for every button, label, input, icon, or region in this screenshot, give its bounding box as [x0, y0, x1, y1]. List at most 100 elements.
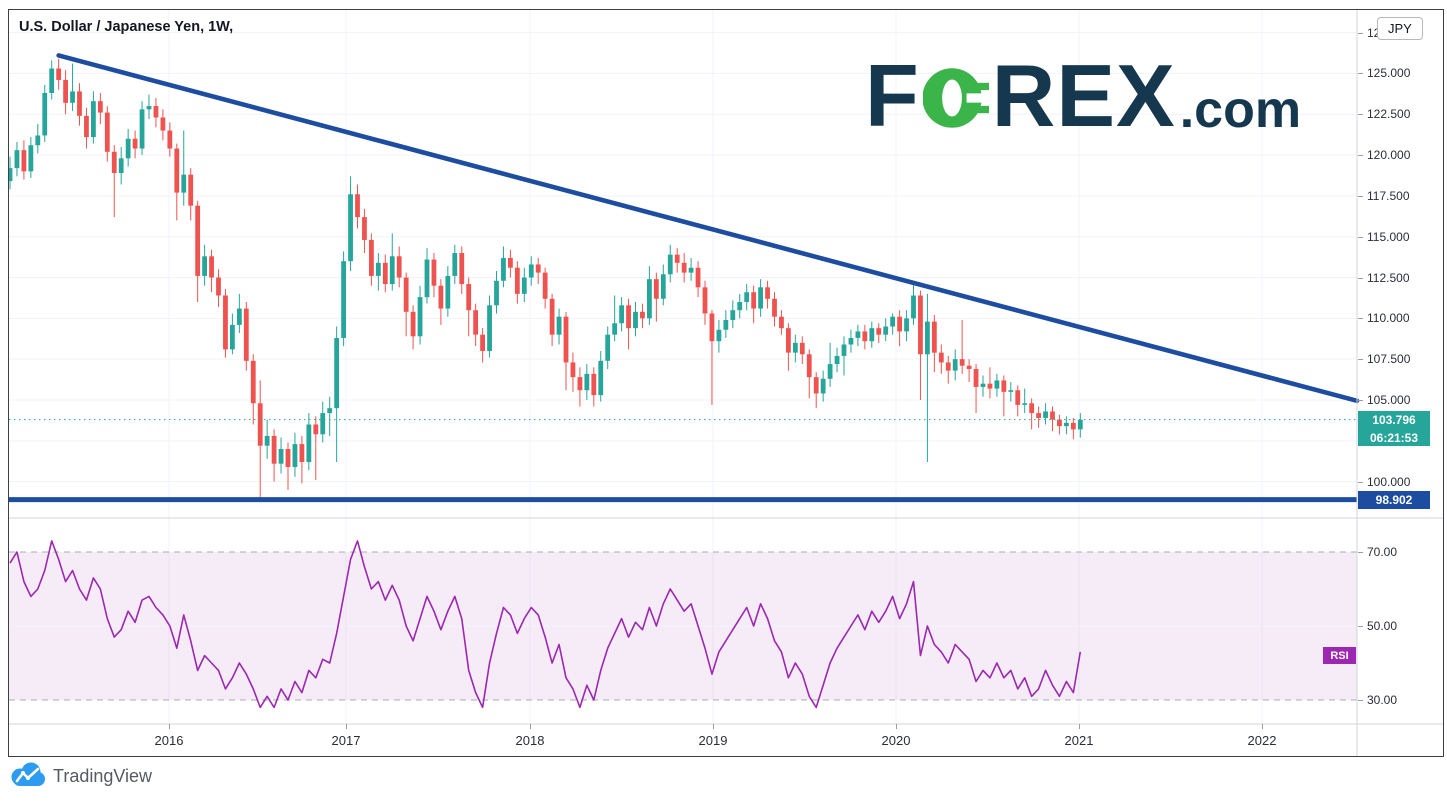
candle-body [362, 217, 367, 240]
candle-body [264, 435, 270, 446]
year-label: 2019 [698, 733, 728, 748]
rsi-tick-mark [1358, 552, 1363, 553]
time-axis[interactable]: 2016 2017 2018 2019 2020 2021 2022 [9, 724, 1443, 755]
candle-body [660, 274, 666, 299]
candle-body [855, 331, 861, 338]
candle-body [487, 305, 492, 352]
candle-body [890, 316, 896, 327]
candle-body [202, 256, 207, 276]
rsi-line [9, 540, 1082, 709]
candle-body [473, 310, 479, 335]
candle-body [250, 360, 256, 404]
rsi-tick-label: 30.00 [1367, 693, 1398, 707]
last-price-badge: 103.796 [1358, 410, 1430, 429]
candle-body [167, 130, 173, 149]
candle-body [744, 292, 750, 303]
price-axis[interactable]: 103.796 06:21:53 98.902 JPY 127.500125.0… [1358, 10, 1443, 724]
candle-body [911, 295, 916, 319]
price-tick-label: 120.000 [1367, 148, 1411, 163]
candle-body [49, 68, 55, 93]
candle-body [410, 311, 416, 337]
candle-body [56, 68, 62, 80]
candle-body [348, 194, 353, 262]
candle-body [334, 337, 340, 409]
year-label: 2018 [515, 733, 545, 748]
candle-body [292, 444, 298, 467]
candle-body [278, 448, 284, 464]
forex-logo-f: F [865, 46, 920, 145]
candle-body [945, 362, 951, 371]
candle-body [925, 321, 930, 355]
year-label: 2016 [154, 733, 184, 748]
candle-body [772, 298, 777, 317]
candle-body [862, 331, 868, 342]
candle-body [987, 383, 993, 389]
candle-body [570, 362, 576, 378]
tradingview-attribution[interactable]: TradingView [10, 761, 152, 791]
price-tick-mark [1358, 32, 1363, 34]
candle-body [1022, 403, 1028, 405]
candle-body [598, 360, 604, 396]
candle-body [647, 279, 652, 319]
rsi-tick-label: 50.00 [1367, 619, 1398, 633]
candle-body [633, 311, 638, 329]
candle-body [695, 267, 701, 288]
candle-body [111, 151, 117, 174]
candle-body [897, 316, 902, 332]
trendline[interactable] [56, 53, 1360, 404]
candle-body [883, 326, 889, 335]
candle-body [535, 264, 541, 273]
candle-body [139, 109, 145, 149]
candle-body [938, 352, 944, 363]
candle-body [779, 316, 784, 329]
candle-body [21, 150, 27, 172]
candle-body [876, 328, 882, 335]
price-tick-mark [1358, 318, 1363, 320]
candle-series [9, 58, 1083, 500]
candle-body [723, 319, 729, 330]
candle-body [751, 292, 757, 309]
candle-body [605, 334, 611, 361]
year-tick-mark [169, 724, 170, 729]
rsi-tick-label: 70.00 [1367, 545, 1398, 559]
candle-body [28, 145, 34, 172]
candle-body [813, 377, 819, 394]
price-tick-mark [1358, 400, 1363, 401]
candle-body [403, 277, 409, 312]
candle-body [1015, 390, 1021, 405]
rsi-tick-mark [1358, 626, 1363, 627]
candle-body [132, 138, 138, 149]
candle-body [681, 262, 687, 273]
year-tick-mark [1262, 724, 1263, 729]
candle-body [584, 373, 590, 391]
candle-body [966, 365, 972, 369]
candle-body [188, 174, 194, 206]
candle-body [84, 115, 89, 138]
candle-body [528, 264, 534, 278]
candle-body [223, 295, 228, 350]
candle-body [9, 168, 13, 182]
candle-body [341, 261, 346, 338]
year-tick-mark [1079, 724, 1080, 729]
price-tick-mark [1358, 481, 1363, 483]
candle-body [549, 298, 555, 335]
candle-body [973, 368, 979, 387]
candle-body [153, 106, 159, 118]
candle-body [827, 364, 833, 379]
candle-body [556, 316, 562, 335]
price-tick-mark [1358, 114, 1363, 116]
candle-body [91, 101, 96, 138]
chart-plot[interactable] [9, 10, 1443, 756]
candle-body [591, 373, 597, 396]
currency-toggle-badge[interactable]: JPY [1377, 17, 1423, 40]
candle-body [834, 355, 840, 365]
price-tick-mark [1358, 155, 1363, 157]
candle-body [904, 318, 909, 332]
candle-body [236, 308, 242, 325]
candle-body [230, 324, 235, 350]
candle-body [375, 262, 381, 276]
forex-o-plug-icon [922, 67, 989, 128]
candle-body [931, 321, 937, 353]
candle-body [271, 435, 277, 464]
